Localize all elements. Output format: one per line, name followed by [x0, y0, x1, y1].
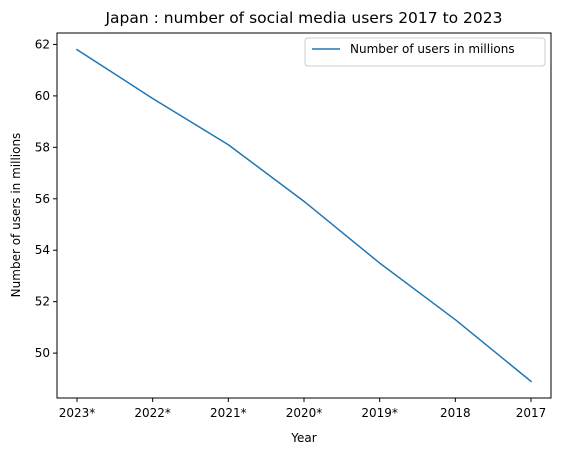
series-line — [75, 48, 533, 383]
y-tick-label: 56 — [35, 192, 50, 206]
y-tick-label: 62 — [35, 37, 50, 51]
x-tick-label: 2022* — [134, 406, 171, 420]
legend-box — [304, 37, 546, 67]
x-tick-label: 2018 — [440, 406, 471, 420]
legend: Number of users in millions — [304, 37, 546, 67]
x-tick-label: 2021* — [210, 406, 247, 420]
legend-label: Number of users in millions — [350, 42, 515, 56]
series-layer — [75, 48, 533, 383]
x-tick-label: 2017 — [516, 406, 547, 420]
x-tick-label: 2020* — [286, 406, 323, 420]
x-axis-label: Year — [290, 431, 316, 445]
y-axis-label: Number of users in millions — [9, 133, 23, 298]
chart-title: Japan : number of social media users 201… — [104, 9, 502, 27]
y-axis: 50 52 54 56 58 60 62 — [35, 37, 57, 360]
x-tick-label: 2019* — [361, 406, 398, 420]
y-tick-label: 58 — [35, 140, 50, 154]
x-tick-label: 2023* — [59, 406, 96, 420]
y-tick-label: 60 — [35, 89, 50, 103]
x-axis: 2023* 2022* 2021* 2020* 2019* 2018 2017 — [59, 398, 547, 420]
y-tick-label: 54 — [35, 243, 50, 257]
y-tick-label: 50 — [35, 346, 50, 360]
y-tick-label: 52 — [35, 295, 50, 309]
